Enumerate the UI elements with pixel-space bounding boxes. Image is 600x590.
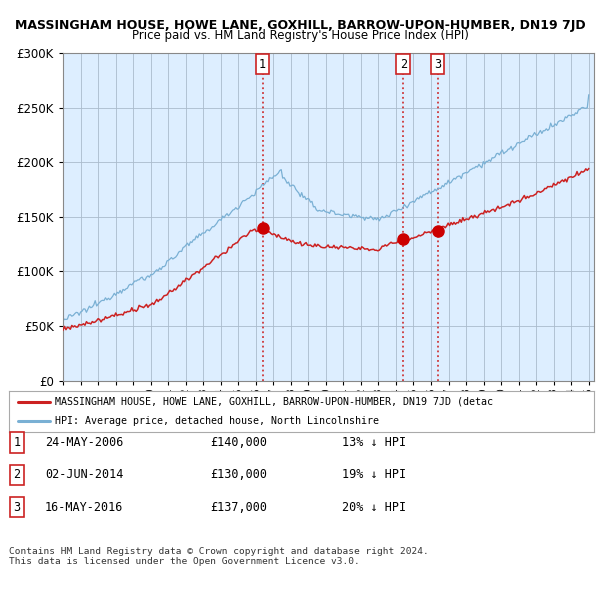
Text: 2: 2	[400, 57, 407, 71]
Text: HPI: Average price, detached house, North Lincolnshire: HPI: Average price, detached house, Nort…	[55, 416, 379, 426]
Text: £140,000: £140,000	[210, 436, 267, 449]
Text: Price paid vs. HM Land Registry's House Price Index (HPI): Price paid vs. HM Land Registry's House …	[131, 30, 469, 42]
Text: 02-JUN-2014: 02-JUN-2014	[45, 468, 124, 481]
Text: 1: 1	[259, 57, 266, 71]
Text: 16-MAY-2016: 16-MAY-2016	[45, 501, 124, 514]
Text: 20% ↓ HPI: 20% ↓ HPI	[342, 501, 406, 514]
Text: 24-MAY-2006: 24-MAY-2006	[45, 436, 124, 449]
Text: £130,000: £130,000	[210, 468, 267, 481]
Text: 13% ↓ HPI: 13% ↓ HPI	[342, 436, 406, 449]
Text: 19% ↓ HPI: 19% ↓ HPI	[342, 468, 406, 481]
Text: £137,000: £137,000	[210, 501, 267, 514]
Text: 2: 2	[13, 468, 20, 481]
Text: 3: 3	[13, 501, 20, 514]
Text: Contains HM Land Registry data © Crown copyright and database right 2024.
This d: Contains HM Land Registry data © Crown c…	[9, 547, 429, 566]
Text: MASSINGHAM HOUSE, HOWE LANE, GOXHILL, BARROW-UPON-HUMBER, DN19 7JD (detac: MASSINGHAM HOUSE, HOWE LANE, GOXHILL, BA…	[55, 396, 493, 407]
Text: 1: 1	[13, 436, 20, 449]
Text: 3: 3	[434, 57, 441, 71]
Text: MASSINGHAM HOUSE, HOWE LANE, GOXHILL, BARROW-UPON-HUMBER, DN19 7JD: MASSINGHAM HOUSE, HOWE LANE, GOXHILL, BA…	[14, 19, 586, 32]
